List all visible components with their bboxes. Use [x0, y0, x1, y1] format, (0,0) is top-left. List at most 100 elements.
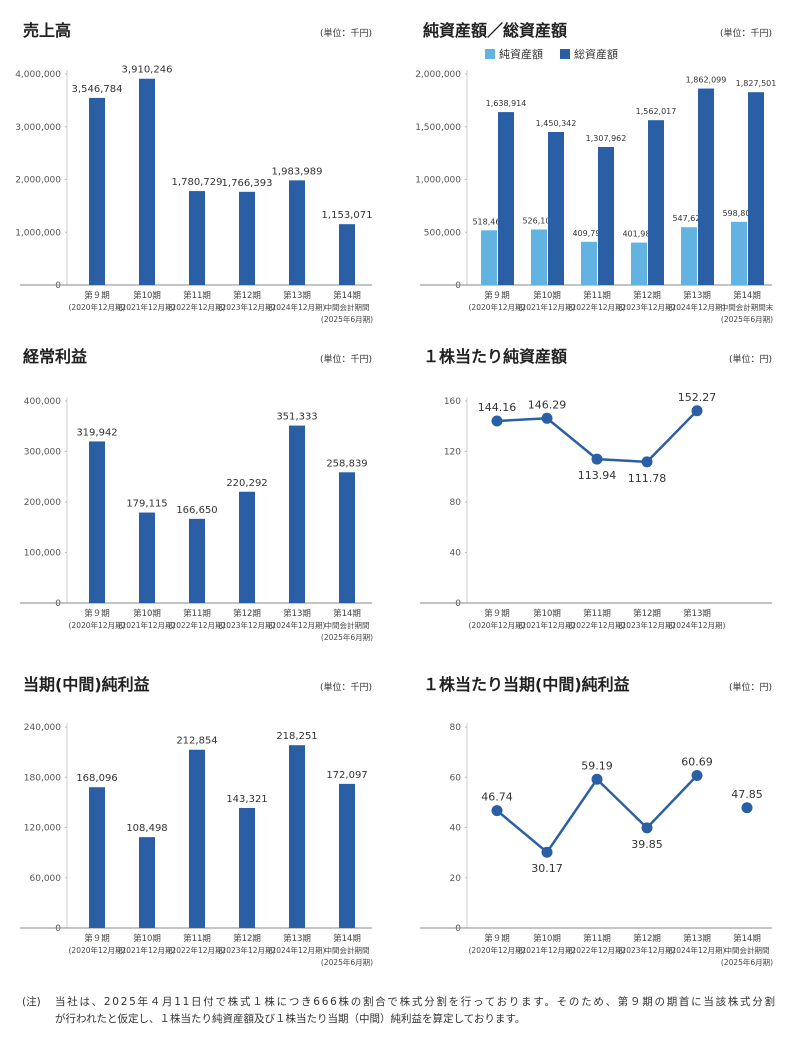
x-tick-label: (2022年12月期) [569, 620, 626, 630]
chart-panel: １株当たり純資産額 (単位：円) 0 40 80 120 160 第９期(2020年12月期)… [420, 347, 772, 630]
value-label: 47.85 [731, 788, 763, 801]
y-tick-label: 200,000 [24, 498, 61, 508]
value-label: 146.29 [528, 398, 567, 411]
value-label: 351,333 [276, 412, 317, 423]
value-label: 144.16 [478, 401, 517, 414]
x-tick-label: 第14期 [733, 290, 761, 301]
bar [631, 242, 647, 285]
x-tick-label: 第13期 [683, 933, 711, 944]
value-label: 59.19 [581, 759, 613, 772]
chart-panel: 売上高 (単位：千円) 0 1,000,000 2,000,000 3,000,000 4,… [15, 21, 373, 324]
x-tick-label: 第12期 [233, 933, 261, 944]
unit-label: (単位：円) [729, 681, 772, 693]
y-tick-label: 2,000,000 [15, 176, 61, 186]
x-tick-label: (2023年12月期) [219, 945, 276, 955]
x-tick-label: 中間会計期間 [325, 620, 370, 630]
bar [139, 78, 155, 285]
chart-title: １株当たり純資産額 [423, 347, 567, 366]
x-tick-label: 中間会計期間 [325, 945, 370, 955]
chart-panel: 純資産額／総資産額 (単位：千円) 0 500,000 1,000,000 1,500,0… [415, 21, 776, 324]
x-tick-label: 第14期 [733, 933, 761, 944]
value-label: 108,498 [126, 823, 167, 834]
y-tick-label: 4,000,000 [15, 70, 61, 80]
note-line: 当社は、2025年４月11日付で株式１株につき666株の割合で株式分割を行ってお… [55, 995, 775, 1008]
value-label: 172,097 [326, 770, 367, 781]
bar [498, 112, 514, 285]
line [496, 774, 698, 855]
x-tick-label: (2022年12月期) [569, 945, 626, 955]
x-tick-label: 第９期 [484, 290, 510, 301]
x-tick-label: 第12期 [633, 933, 661, 944]
bar [239, 807, 255, 928]
x-tick-label: 第11期 [183, 933, 211, 944]
x-tick-label: 第12期 [633, 608, 661, 619]
y-tick-label: 60,000 [30, 874, 62, 884]
y-tick-label: 160 [444, 397, 461, 407]
y-tick-label: 60 [450, 773, 462, 783]
y-tick-label: 3,000,000 [15, 123, 61, 133]
value-label: 218,251 [276, 731, 317, 742]
y-tick-label: 240,000 [24, 723, 61, 733]
unit-label: (単位：円) [729, 353, 772, 365]
x-tick-label: 第９期 [484, 933, 510, 944]
x-tick-label: (2021年12月期) [119, 945, 176, 955]
point [591, 453, 603, 465]
y-tick-label: 80 [450, 498, 462, 508]
value-label: 598,802 [722, 209, 755, 218]
bar [139, 837, 155, 928]
unit-label: (単位：千円) [320, 353, 372, 365]
x-tick-label: (2023年12月期) [219, 620, 276, 630]
point [541, 412, 553, 424]
x-tick-label: 第11期 [583, 933, 611, 944]
legend-swatch [485, 49, 495, 59]
x-tick-label: 第14期 [333, 608, 361, 619]
x-tick-label: 第10期 [133, 933, 161, 944]
bar [339, 224, 355, 285]
value-label: 60.69 [681, 756, 713, 769]
y-tick-label: 100,000 [24, 549, 61, 559]
x-tick-label: 中間会計期間末 [721, 302, 774, 312]
value-label: 258,839 [326, 458, 367, 469]
x-tick-label: 第10期 [533, 933, 561, 944]
x-tick-label: (2022年12月期) [169, 620, 226, 630]
x-tick-label: 第９期 [84, 933, 110, 944]
chart-panel: １株当たり当期(中間)純利益 (単位：円) 0 20 40 60 80 第９期(2020年12… [420, 675, 773, 967]
bar [548, 131, 564, 285]
x-tick-label: (2023年12月期) [619, 945, 676, 955]
bar [698, 88, 714, 285]
x-tick-label: 第９期 [484, 608, 510, 619]
note-line: が行われたと仮定し、１株当たり純資産額及び１株当たり当期（中間）純利益を算定して… [55, 1012, 525, 1025]
x-tick-label: 第10期 [533, 290, 561, 301]
y-tick-label: 0 [55, 599, 61, 609]
value-label: 409,791 [572, 229, 605, 238]
x-tick-label: (2020年12月期) [69, 620, 126, 630]
value-label: 220,292 [226, 478, 267, 489]
bar [289, 180, 305, 285]
chart-title: 当期(中間)純利益 [23, 675, 150, 694]
bar [89, 97, 105, 286]
legend-swatch [560, 49, 570, 59]
chart-panel: 当期(中間)純利益 (単位：千円) 0 60,000 120,000 180,000 240… [20, 675, 373, 967]
y-tick-label: 120 [444, 448, 461, 458]
x-tick-label: 第12期 [633, 290, 661, 301]
value-label: 3,546,784 [72, 84, 123, 95]
x-tick-label: 第11期 [583, 290, 611, 301]
x-tick-label: (2020年12月期) [469, 945, 526, 955]
value-label: 526,106 [522, 216, 555, 225]
x-tick-label: (2024年12月期) [669, 945, 726, 955]
x-tick-label: (2020年12月期) [69, 945, 126, 955]
x-tick-label: 中間会計期間 [725, 945, 770, 955]
value-label: 1,983,989 [272, 166, 323, 177]
value-label: 1,153,071 [322, 210, 373, 221]
value-label: 212,854 [176, 736, 217, 747]
y-tick-label: 40 [450, 824, 462, 834]
x-tick-label: 第10期 [133, 290, 161, 301]
x-tick-label: (2022年12月期) [569, 302, 626, 312]
x-tick-label: (2025年6月期) [721, 314, 773, 324]
chart-title: 経常利益 [23, 347, 87, 366]
value-label: 1,450,342 [536, 119, 577, 128]
x-tick-label: (2024年12月期) [269, 302, 326, 312]
x-tick-label: (2021年12月期) [519, 302, 576, 312]
value-label: 1,780,729 [172, 177, 223, 188]
